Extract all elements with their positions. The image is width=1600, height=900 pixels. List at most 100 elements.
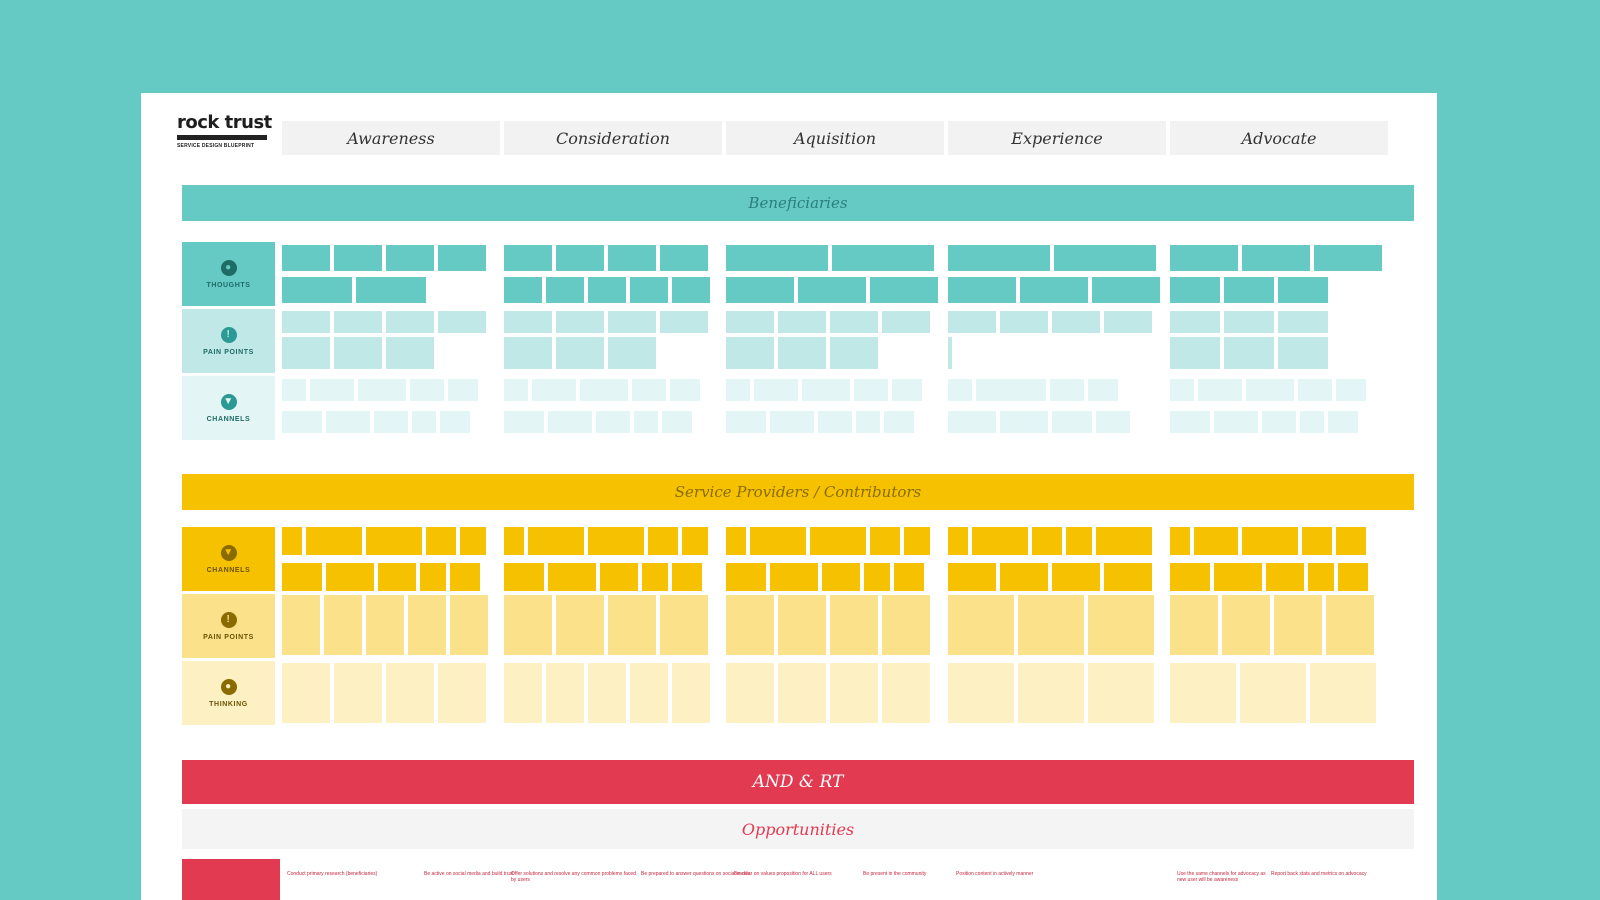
location-pin-icon: ▼ bbox=[220, 544, 237, 561]
sticky-note bbox=[948, 411, 996, 433]
sticky-note bbox=[504, 411, 544, 433]
sticky-note bbox=[438, 311, 486, 333]
sticky-note bbox=[882, 663, 930, 723]
sticky-note bbox=[366, 527, 422, 555]
sticky-note bbox=[976, 379, 1046, 401]
sticky-note bbox=[630, 663, 668, 723]
sticky-note bbox=[1170, 337, 1220, 369]
sticky-note bbox=[1170, 663, 1236, 723]
sticky-note bbox=[504, 337, 552, 369]
opportunity-item: Be prepared to answer questions on socia… bbox=[641, 871, 751, 877]
sticky-note bbox=[1020, 277, 1088, 303]
sticky-note bbox=[1088, 663, 1154, 723]
opportunity-item: Offer solutions and resolve any common p… bbox=[511, 871, 636, 883]
sticky-note bbox=[870, 277, 938, 303]
blueprint-sheet: rock trust SERVICE DESIGN BLUEPRINT Awar… bbox=[141, 93, 1437, 900]
sticky-note bbox=[596, 411, 630, 433]
opportunity-item: Report back stats and metrics on advocac… bbox=[1271, 871, 1367, 877]
section-beneficiaries: Beneficiaries bbox=[182, 185, 1414, 221]
sticky-note bbox=[1278, 311, 1328, 333]
sticky-note bbox=[778, 311, 826, 333]
sticky-note bbox=[830, 663, 878, 723]
sticky-note bbox=[948, 311, 996, 333]
sticky-note bbox=[948, 527, 968, 555]
sticky-note bbox=[726, 337, 774, 369]
sticky-note bbox=[832, 245, 934, 271]
alert-icon: ! bbox=[220, 611, 237, 628]
sticky-note bbox=[1096, 527, 1152, 555]
sticky-note bbox=[672, 563, 702, 591]
sticky-note bbox=[546, 277, 584, 303]
sticky-note bbox=[378, 563, 416, 591]
sticky-note bbox=[948, 337, 952, 369]
sticky-note bbox=[660, 311, 708, 333]
sticky-note bbox=[642, 563, 668, 591]
sticky-note bbox=[634, 411, 658, 433]
sticky-note bbox=[504, 379, 528, 401]
sticky-note bbox=[282, 595, 320, 655]
sticky-note bbox=[1170, 563, 1210, 591]
lightbulb-icon: ● bbox=[220, 678, 237, 695]
sticky-note bbox=[662, 411, 692, 433]
sticky-note bbox=[1096, 411, 1130, 433]
sticky-note bbox=[282, 663, 330, 723]
sticky-note bbox=[1018, 595, 1084, 655]
sticky-note bbox=[1066, 527, 1092, 555]
sticky-note bbox=[1052, 311, 1100, 333]
sticky-note bbox=[608, 595, 656, 655]
sticky-note bbox=[556, 595, 604, 655]
sticky-note bbox=[282, 379, 306, 401]
sticky-note bbox=[892, 379, 922, 401]
sticky-note bbox=[282, 411, 322, 433]
sticky-note bbox=[532, 379, 576, 401]
sticky-note bbox=[630, 277, 668, 303]
row-provider-channels: ▼ CHANNELS bbox=[182, 527, 275, 591]
logo-bar bbox=[177, 135, 267, 140]
logo-tagline: SERVICE DESIGN BLUEPRINT bbox=[177, 143, 255, 149]
sticky-note bbox=[830, 595, 878, 655]
sticky-note bbox=[1262, 411, 1296, 433]
sticky-note bbox=[754, 379, 798, 401]
sticky-note bbox=[948, 563, 996, 591]
sticky-note bbox=[726, 411, 766, 433]
sticky-note bbox=[386, 311, 434, 333]
sticky-note bbox=[504, 277, 542, 303]
sticky-note bbox=[1278, 277, 1328, 303]
alert-icon: ! bbox=[220, 326, 237, 343]
sticky-note bbox=[410, 379, 444, 401]
section-providers: Service Providers / Contributors bbox=[182, 474, 1414, 510]
sticky-note bbox=[438, 245, 486, 271]
sticky-note bbox=[660, 245, 708, 271]
section-andrt: AND & RT bbox=[182, 760, 1414, 804]
sticky-note bbox=[408, 595, 446, 655]
sticky-note bbox=[726, 527, 746, 555]
row-provider-thinking: ● THINKING bbox=[182, 661, 275, 725]
sticky-note bbox=[1170, 245, 1238, 271]
sticky-note bbox=[1170, 595, 1218, 655]
opportunity-item: Conduct primary research (beneficiaries) bbox=[287, 871, 378, 877]
sticky-note bbox=[588, 527, 644, 555]
opportunity-item: Be active on social media and build trus… bbox=[424, 871, 514, 877]
sticky-note bbox=[882, 311, 930, 333]
sticky-note bbox=[894, 563, 924, 591]
sticky-note bbox=[1242, 527, 1298, 555]
sticky-note bbox=[1338, 563, 1368, 591]
sticky-note bbox=[1170, 379, 1194, 401]
sticky-note bbox=[1198, 379, 1242, 401]
sticky-note bbox=[948, 379, 972, 401]
sticky-note bbox=[830, 311, 878, 333]
sticky-note bbox=[770, 411, 814, 433]
sticky-note bbox=[1302, 527, 1332, 555]
opportunities-label-block bbox=[182, 859, 280, 900]
sticky-note bbox=[334, 663, 382, 723]
sticky-note bbox=[632, 379, 666, 401]
sticky-note bbox=[438, 663, 486, 723]
sticky-note bbox=[1278, 337, 1328, 369]
sticky-note bbox=[1336, 379, 1366, 401]
sticky-note bbox=[1224, 311, 1274, 333]
sticky-note bbox=[778, 595, 826, 655]
sticky-note bbox=[904, 527, 930, 555]
sticky-note bbox=[282, 311, 330, 333]
sticky-note bbox=[306, 527, 362, 555]
sticky-note bbox=[1242, 245, 1310, 271]
